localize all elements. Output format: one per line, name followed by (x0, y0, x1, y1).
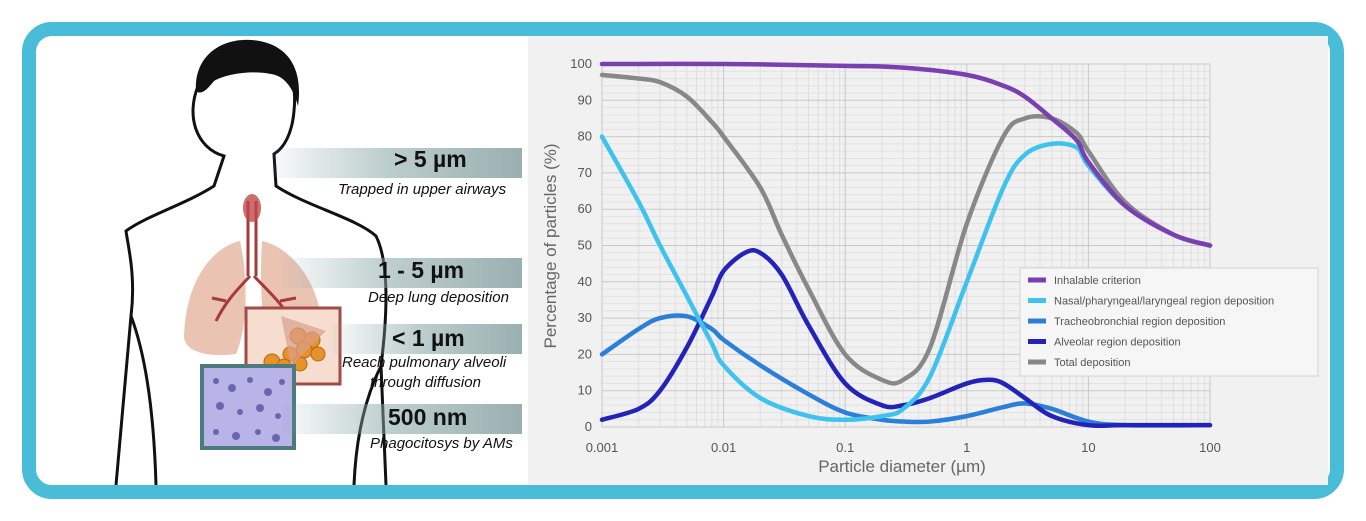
x-tick-label: 0.1 (836, 440, 854, 455)
size-desc-1: Trapped in upper airways (338, 181, 507, 198)
y-tick-label: 40 (578, 274, 592, 289)
hair (195, 39, 300, 106)
tick-labels: 0 10 20 30 40 50 60 70 80 90 100 0.001 0.01 0.1 1 10 100 (570, 56, 1221, 455)
deposition-chart: 0 10 20 30 40 50 60 70 80 90 100 0.001 0.01 0.1 1 10 100… (528, 36, 1328, 485)
legend-entry: Tracheobronchial region deposition (1054, 316, 1225, 328)
larynx (243, 194, 261, 222)
y-axis-title: Percentage of particles (%) (541, 143, 560, 348)
size-desc-4: Phagocitosys by AMs (370, 435, 513, 452)
x-axis-title: Particle diameter (µm) (818, 457, 986, 476)
size-desc-3a: Reach pulmonary alveoli (342, 354, 507, 371)
size-desc-3b: through diffusion (370, 374, 481, 391)
size-label-4: 500 nm (388, 404, 468, 430)
cells-pattern (213, 377, 285, 442)
bronchi (211, 274, 297, 322)
series-line-3 (599, 313, 1213, 428)
alveoli-zoom-wedge (281, 316, 326, 366)
size-desc-2: Deep lung deposition (368, 289, 509, 306)
size-label-2: 1 - 5 µm (378, 257, 465, 283)
y-tick-label: 90 (578, 92, 592, 107)
y-tick-label: 70 (578, 165, 592, 180)
human-figure-illustration (114, 39, 388, 485)
series-line-5 (599, 72, 1213, 386)
series-line-4 (599, 248, 1213, 429)
legend-box (1019, 267, 1319, 377)
series-line-1 (599, 61, 1213, 248)
size-band-2 (282, 258, 522, 288)
y-tick-label: 100 (570, 56, 592, 71)
chart-svg: 0 10 20 30 40 50 60 70 80 90 100 0.001 0.01 0.1 1 10 100… (541, 56, 1319, 476)
size-label-3: < 1 µm (392, 325, 465, 351)
y-tick-label: 20 (578, 346, 592, 361)
x-tick-label: 0.01 (711, 440, 736, 455)
x-tick-label: 100 (1199, 440, 1221, 455)
series-lines (599, 61, 1213, 429)
infographic-panel: > 5 µm Trapped in upper airways 1 - 5 µm… (36, 36, 528, 485)
y-tick-label: 10 (578, 383, 592, 398)
y-tick-label: 30 (578, 310, 592, 325)
x-tick-label: 0.001 (586, 440, 619, 455)
chart-legend: Inhalable criterion Nasal/pharyngeal/lary… (1019, 267, 1319, 377)
x-tick-label: 1 (963, 440, 970, 455)
size-band-3 (332, 324, 522, 354)
legend-entry: Inhalable criterion (1054, 275, 1141, 287)
legend-entry: Nasal/pharyngeal/laryngeal region deposi… (1054, 296, 1274, 308)
arm-left (129, 315, 158, 485)
size-band-1 (272, 148, 522, 178)
size-label-1: > 5 µm (394, 146, 467, 172)
size-band-4 (282, 404, 522, 434)
y-tick-label: 50 (578, 238, 592, 253)
y-tick-label: 60 (578, 201, 592, 216)
y-tick-label: 80 (578, 129, 592, 144)
legend-entry: Alveolar region deposition (1054, 337, 1181, 349)
legend-entry: Total deposition (1054, 357, 1130, 369)
x-tick-label: 10 (1081, 440, 1095, 455)
y-tick-label: 0 (585, 419, 592, 434)
